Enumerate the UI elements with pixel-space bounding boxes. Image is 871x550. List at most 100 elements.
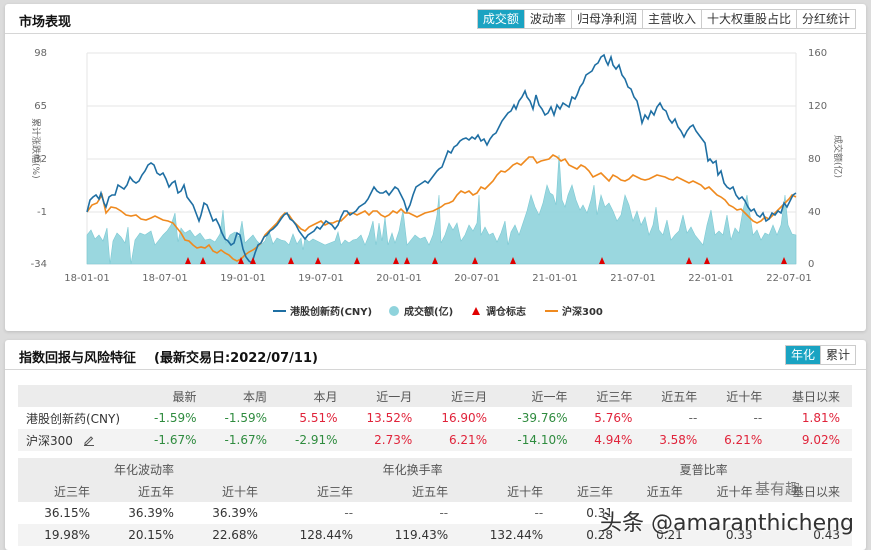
group-header-sharpe: 夏普比率 bbox=[555, 458, 852, 480]
risk-metrics-table: 年化波动率 年化换手率 夏普比率 近三年 近五年 近十年 近三年 近五年 近十年… bbox=[18, 458, 852, 546]
svg-text:18-01-01: 18-01-01 bbox=[64, 273, 109, 284]
rebalance-marker-icon bbox=[704, 257, 710, 264]
rebalance-marker-icon bbox=[315, 257, 321, 264]
svg-text:成交额(亿): 成交额(亿) bbox=[404, 305, 453, 318]
svg-text:65: 65 bbox=[34, 101, 47, 112]
svg-text:20-07-01: 20-07-01 bbox=[454, 273, 499, 284]
returns-header-row: 最新 本周 本月 近一月 近三月 近一年 近三年 近五年 近十年 基日以来 bbox=[18, 385, 852, 407]
col-header-3y: 近三年 bbox=[579, 385, 645, 407]
svg-text:18-07-01: 18-07-01 bbox=[142, 273, 187, 284]
col-header-1y: 近一年 bbox=[499, 385, 580, 407]
cell-value: 6.21% bbox=[709, 429, 775, 451]
cell-value: 2.73% bbox=[349, 429, 425, 451]
cell-value: 0.21 bbox=[625, 524, 695, 546]
svg-text:21-01-01: 21-01-01 bbox=[532, 273, 577, 284]
svg-text:20-01-01: 20-01-01 bbox=[376, 273, 421, 284]
rebalance-marker-icon bbox=[599, 257, 605, 264]
tab-dividend-stats[interactable]: 分红统计 bbox=[796, 10, 855, 28]
cell-value: -- bbox=[688, 411, 698, 425]
cell-value: 22.68% bbox=[185, 524, 270, 546]
cell-value: 19.98% bbox=[18, 524, 102, 546]
cell-value: 16.90% bbox=[441, 411, 488, 425]
cell-value: 36.39% bbox=[128, 506, 174, 520]
cell-value: 5.51% bbox=[299, 411, 338, 425]
col-header: 近五年 bbox=[365, 480, 461, 502]
svg-text:-34: -34 bbox=[31, 259, 47, 270]
svg-text:沪深300: 沪深300 bbox=[562, 305, 603, 318]
tab-top10-weight[interactable]: 十大权重股占比 bbox=[701, 10, 797, 28]
right-axis: 160 120 80 40 0 成交额(亿) bbox=[808, 48, 844, 270]
svg-text:19-01-01: 19-01-01 bbox=[220, 273, 265, 284]
tab-net-profit[interactable]: 归母净利润 bbox=[571, 10, 643, 28]
risk-tab-bar: 年化 累计 bbox=[784, 345, 856, 365]
tab-main-revenue[interactable]: 主营收入 bbox=[642, 10, 702, 28]
tab-volatility[interactable]: 波动率 bbox=[524, 10, 572, 28]
edit-pencil-icon[interactable] bbox=[83, 434, 95, 449]
index-line-series bbox=[86, 53, 797, 265]
triangle-swatch-icon bbox=[472, 307, 480, 315]
svg-text:32: 32 bbox=[34, 154, 47, 165]
rebalance-marker-icon bbox=[404, 257, 410, 264]
legend-item-hs300[interactable]: 沪深300 bbox=[545, 305, 603, 318]
watermark-logo: 基有趣 bbox=[755, 480, 801, 498]
right-axis-title: 成交额(亿) bbox=[832, 135, 844, 178]
cell-value: 1.81% bbox=[801, 411, 840, 425]
col-header: 近五年 bbox=[101, 480, 186, 502]
metrics-group-header-row: 年化波动率 年化换手率 夏普比率 bbox=[18, 458, 852, 480]
col-header-month: 本月 bbox=[279, 385, 350, 407]
risk-panel-header: 指数回报与风险特征 (最新交易日:2022/07/11) 年化 累计 bbox=[5, 340, 866, 370]
market-performance-panel: 市场表现 成交额 波动率 归母净利润 主营收入 十大权重股占比 分红统计 98 … bbox=[5, 4, 866, 331]
svg-text:21-07-01: 21-07-01 bbox=[610, 273, 655, 284]
rebalance-marker-icon bbox=[472, 257, 478, 264]
cell-value: 5.76% bbox=[594, 411, 633, 425]
row-name: 沪深300 bbox=[18, 429, 138, 451]
row-name: 港股创新药(CNY) bbox=[26, 411, 121, 426]
row-name-text: 沪深300 bbox=[26, 433, 73, 448]
legend-item-volume[interactable]: 成交额(亿) bbox=[389, 305, 453, 318]
cell-value: -- bbox=[753, 411, 763, 425]
col-header-week: 本周 bbox=[208, 385, 279, 407]
col-header: 近三年 bbox=[555, 480, 625, 502]
cell-value: 0.33 bbox=[694, 524, 765, 546]
tab-annualized[interactable]: 年化 bbox=[785, 346, 821, 364]
cell-value: 128.44% bbox=[269, 524, 366, 546]
cell-value: 36.39% bbox=[212, 506, 258, 520]
rebalance-marker-icon bbox=[200, 257, 206, 264]
legend-item-index[interactable]: 港股创新药(CNY) bbox=[273, 305, 372, 318]
tab-cumulative[interactable]: 累计 bbox=[820, 346, 855, 364]
left-axis-title: 累计涨跌幅(%) bbox=[30, 118, 42, 179]
x-axis: 18-01-01 18-07-01 19-01-01 19-07-01 20-0… bbox=[64, 273, 811, 284]
col-header: 近五年 bbox=[625, 480, 695, 502]
cell-value: 4.94% bbox=[579, 429, 645, 451]
table-row: 19.98% 20.15% 22.68% 128.44% 119.43% 132… bbox=[18, 524, 852, 546]
cell-value: 6.21% bbox=[424, 429, 500, 451]
group-header-turnover: 年化换手率 bbox=[269, 458, 556, 480]
cell-value: 0.43 bbox=[764, 524, 852, 546]
market-panel-title: 市场表现 bbox=[19, 15, 72, 30]
circle-swatch-icon bbox=[389, 306, 399, 316]
svg-text:160: 160 bbox=[808, 48, 827, 59]
rebalance-marker-icon bbox=[686, 257, 692, 264]
col-header: 近十年 bbox=[185, 480, 270, 502]
cell-value: -- bbox=[439, 506, 449, 520]
svg-text:22-01-01: 22-01-01 bbox=[688, 273, 733, 284]
cell-value: 20.15% bbox=[101, 524, 186, 546]
rebalance-marker-icon bbox=[432, 257, 438, 264]
cell-value: -- bbox=[534, 506, 544, 520]
left-axis: 98 65 32 -1 -34 累计涨跌幅(%) bbox=[30, 48, 47, 270]
col-header-since-base: 基日以来 bbox=[774, 385, 852, 407]
col-header-10y: 近十年 bbox=[709, 385, 775, 407]
cell-value: -- bbox=[344, 506, 354, 520]
returns-risk-panel: 指数回报与风险特征 (最新交易日:2022/07/11) 年化 累计 最新 本周 … bbox=[5, 340, 866, 550]
tab-turnover[interactable]: 成交额 bbox=[477, 10, 525, 28]
legend-item-rebalance[interactable]: 调仓标志 bbox=[472, 305, 526, 318]
svg-text:调仓标志: 调仓标志 bbox=[486, 305, 526, 318]
col-header: 近三年 bbox=[269, 480, 366, 502]
rebalance-marker-icon bbox=[393, 257, 399, 264]
rebalance-marker-icon bbox=[250, 257, 256, 264]
svg-text:98: 98 bbox=[34, 48, 47, 59]
cell-value: -1.67% bbox=[208, 429, 279, 451]
cell-value: -1.59% bbox=[154, 411, 197, 425]
rebalance-marker-icon bbox=[238, 257, 244, 264]
cell-value: 3.58% bbox=[644, 429, 710, 451]
